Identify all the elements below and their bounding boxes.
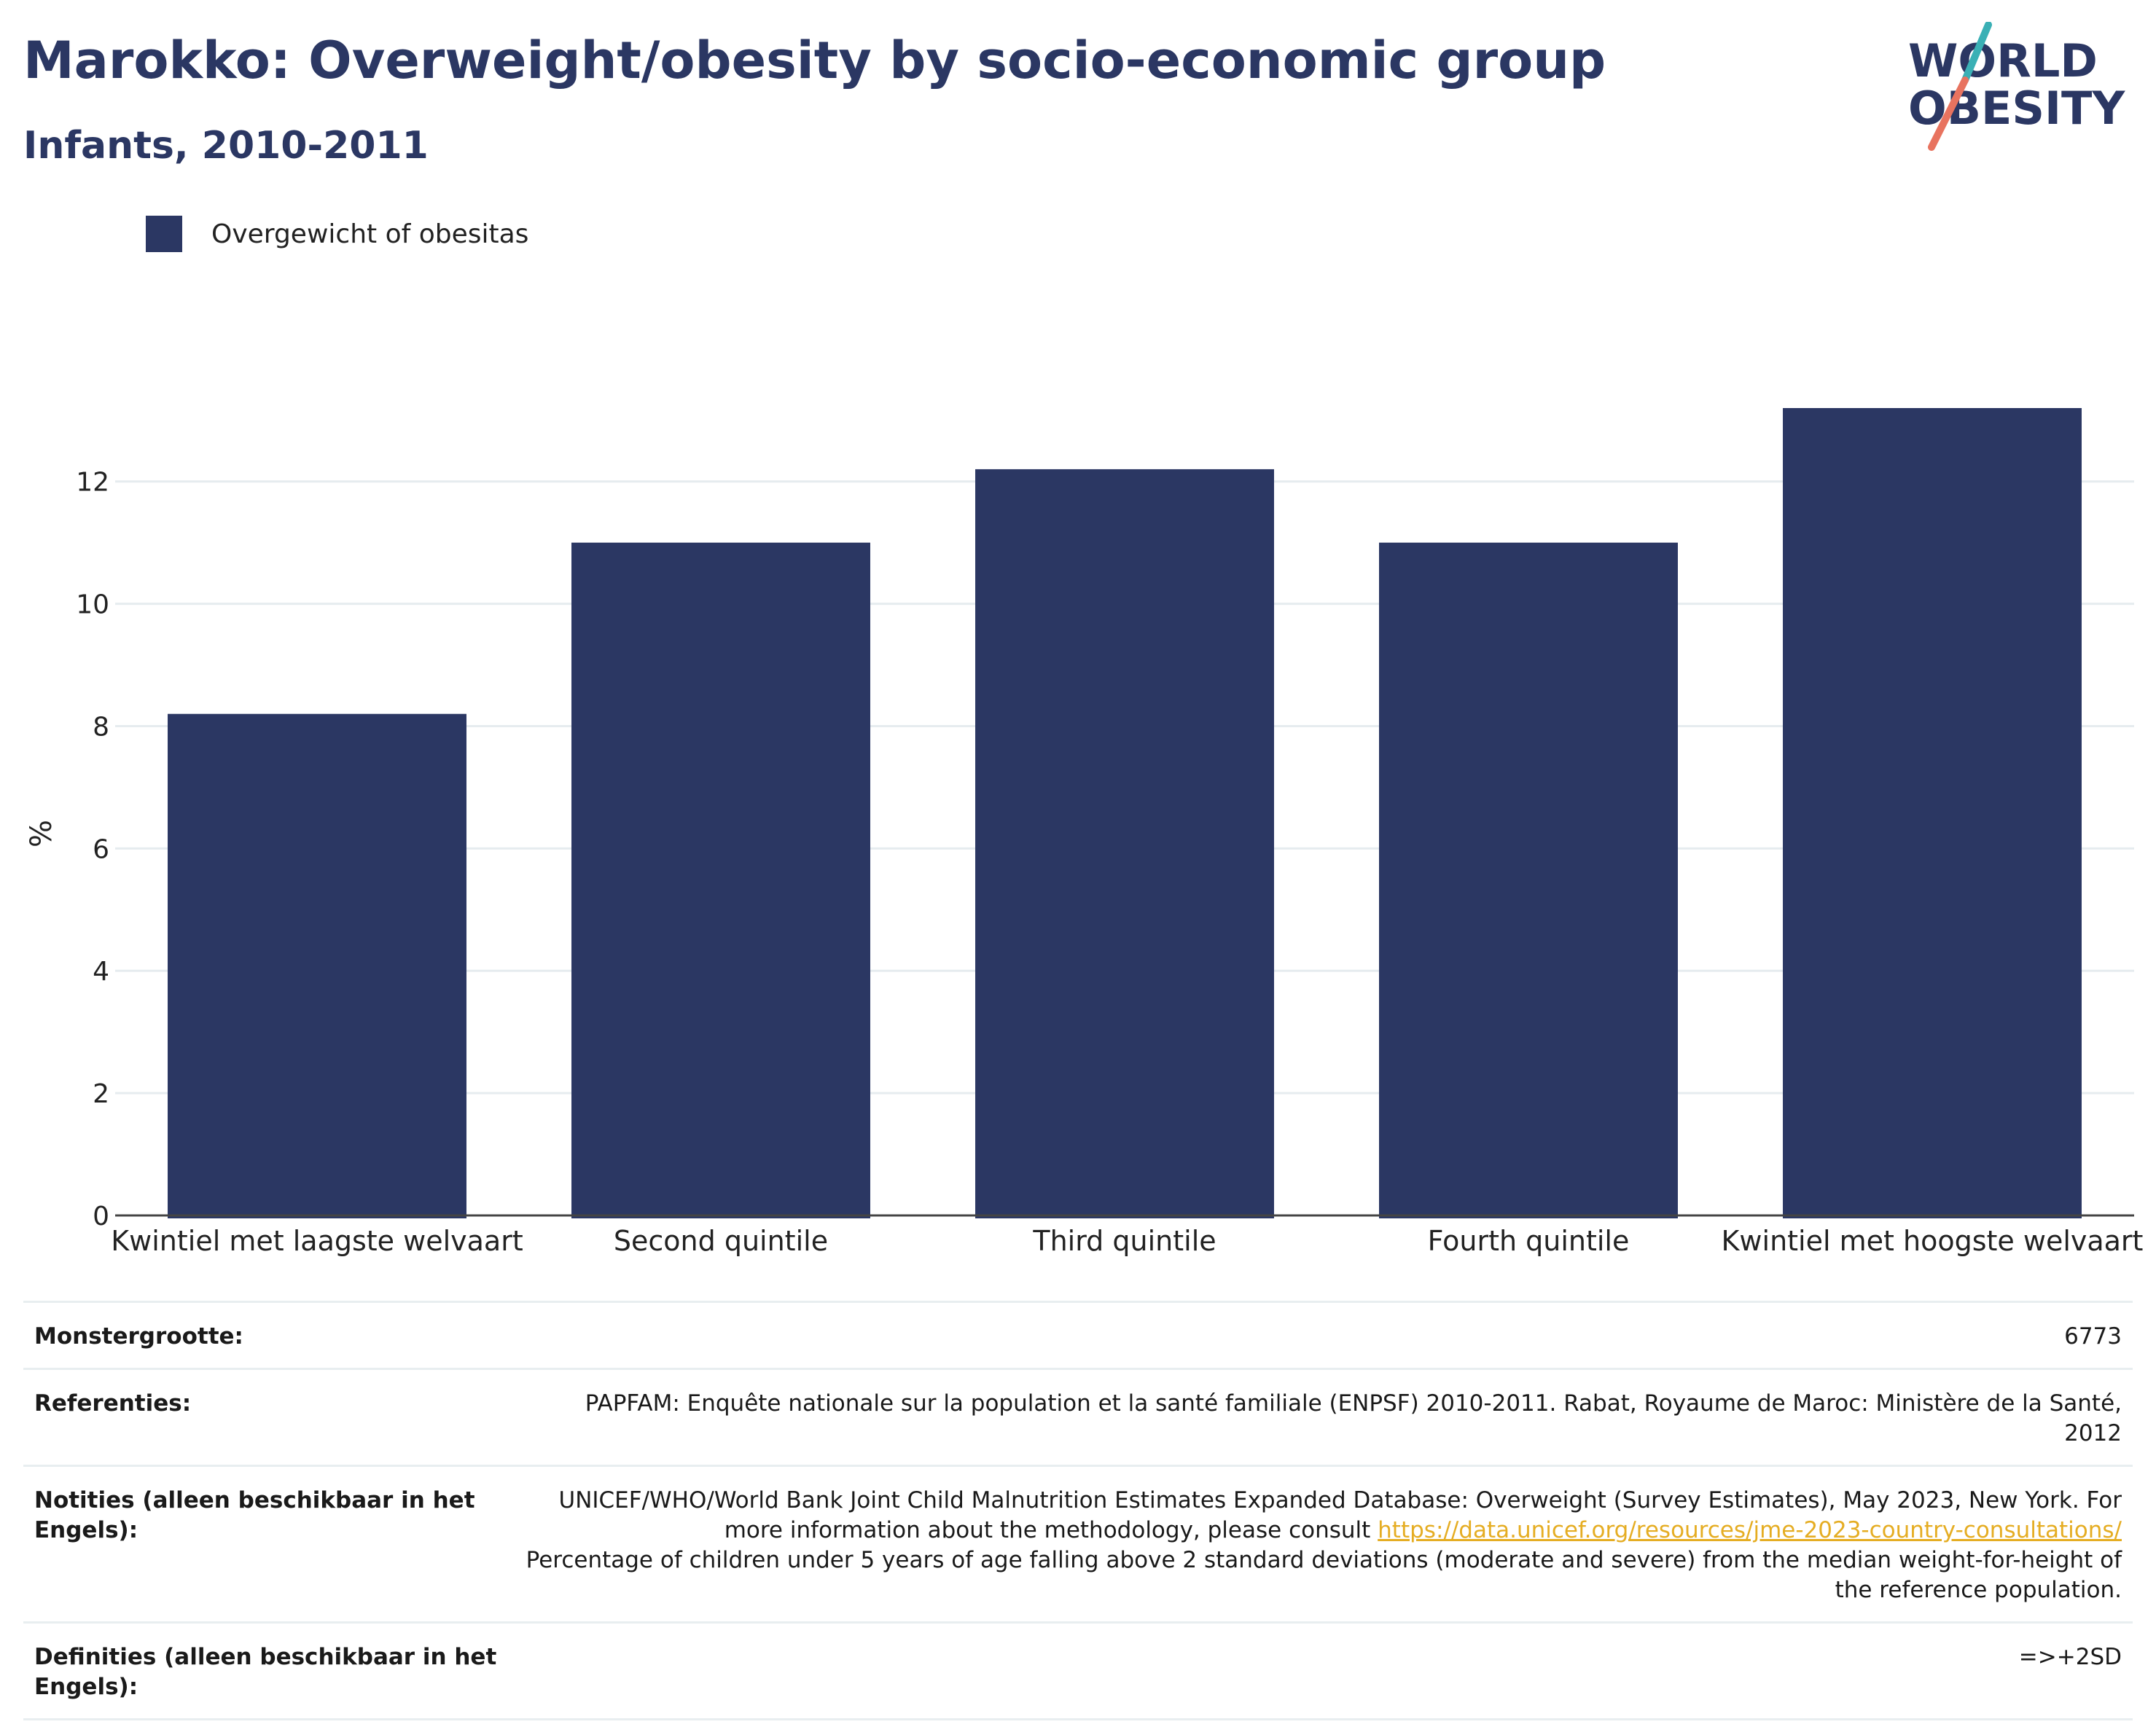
references-value: PAPFAM: Enquête nationale sur la populat… [585, 1390, 2122, 1446]
y-tick-label: 2 [93, 1079, 109, 1109]
sample-size-value: 6773 [2064, 1323, 2122, 1350]
x-tick-label: Third quintile [1032, 1225, 1216, 1257]
chart-subtitle: Infants, 2010-2011 [23, 124, 429, 168]
notes-definition-text: Percentage of children under 5 years of … [526, 1547, 2122, 1603]
bar [975, 469, 1274, 1218]
legend-label: Overgewicht of obesitas [211, 219, 529, 249]
world-obesity-logo: WORLD OBESITY [1908, 22, 2125, 151]
y-axis-label: % [25, 820, 58, 847]
bar [168, 713, 466, 1218]
chart-legend[interactable]: Overgewicht of obesitas [146, 216, 528, 252]
y-tick-label: 8 [93, 712, 109, 742]
notes-label: Notities (alleen beschikbaar in het Enge… [34, 1487, 475, 1543]
y-tick-label: 4 [93, 957, 109, 987]
x-tick-label: Kwintiel met laagste welvaart [111, 1225, 523, 1257]
info-row-notes: Notities (alleen beschikbaar in het Enge… [23, 1465, 2133, 1623]
logo-slash-coral [1928, 77, 1969, 151]
legend-swatch [146, 216, 182, 252]
bar [1379, 542, 1678, 1218]
info-row-definitions: Definities (alleen beschikbaar in het En… [23, 1622, 2133, 1720]
logo-word-world: WORLD [1908, 34, 2098, 87]
info-row-references: Referenties: PAPFAM: Enquête nationale s… [23, 1368, 2133, 1466]
bar-chart: 0 2 4 6 8 10 12% Kwintiel met laagste welvaart S… [25, 408, 2144, 1257]
logo-slash-teal [1961, 22, 1992, 84]
x-tick-label: Fourth quintile [1428, 1225, 1630, 1257]
chart-title: Marokko: Overweight/obesity by socio-eco… [23, 31, 1606, 90]
definitions-value: =>+2SD [2018, 1644, 2122, 1670]
x-tick-label: Second quintile [614, 1225, 828, 1257]
notes-link[interactable]: https://data.unicef.org/resources/jme-20… [1378, 1517, 2122, 1543]
y-tick-label: 12 [76, 468, 109, 498]
references-label: Referenties: [34, 1390, 192, 1417]
y-tick-label: 10 [76, 590, 109, 620]
definitions-label: Definities (alleen beschikbaar in het En… [34, 1644, 497, 1700]
notes-text: UNICEF/WHO/World Bank Joint Child Malnut… [558, 1487, 2122, 1543]
y-tick-label: 0 [93, 1202, 109, 1231]
y-tick-label: 6 [93, 834, 109, 864]
bar [1783, 408, 2082, 1218]
sample-size-label: Monstergrootte: [34, 1323, 243, 1350]
info-row-sample-size: Monstergrootte: 6773 [23, 1301, 2133, 1369]
info-table: Monstergrootte: 6773 Referenties: PAPFAM… [23, 1301, 2133, 1720]
x-tick-label: Kwintiel met hoogste welvaart [1722, 1225, 2144, 1257]
notes-value: UNICEF/WHO/World Bank Joint Child Malnut… [512, 1466, 2133, 1623]
bar [571, 542, 870, 1218]
